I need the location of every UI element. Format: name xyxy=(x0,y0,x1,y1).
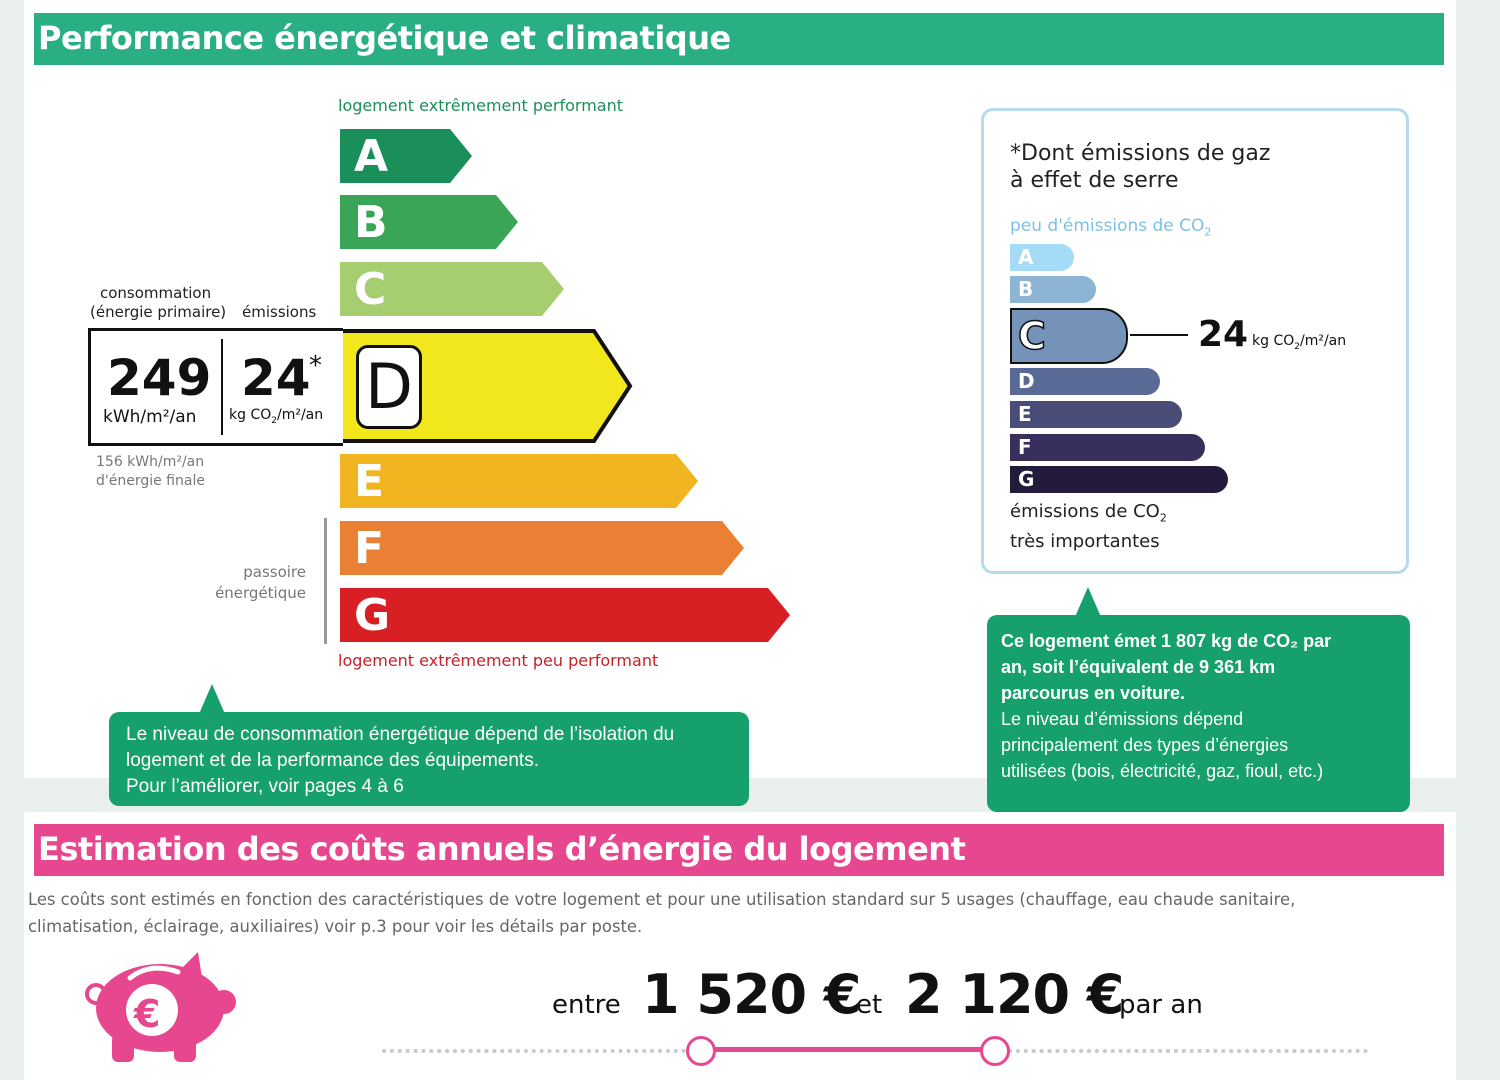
energy-tooltip-line: Pour l’améliorer, voir pages 4 à 6 xyxy=(126,776,404,797)
energy-class-letter: D xyxy=(356,345,422,429)
bottom-performance-label: logement extrêmement peu performant xyxy=(338,651,659,670)
ges-class-b: B xyxy=(1010,276,1096,303)
energy-class-letter: E xyxy=(354,456,385,507)
energy-tooltip-line: logement et de la performance des équipe… xyxy=(126,750,539,771)
emissions-value: 24 xyxy=(241,349,311,407)
cost-range-max-marker xyxy=(980,1036,1010,1066)
ges-class-c: C xyxy=(1010,308,1128,364)
energy-class-letter: A xyxy=(354,131,389,182)
energy-tooltip-text: Le niveau de consommation énergétique dé… xyxy=(126,722,674,800)
cost-section-header: Estimation des coûts annuels d’énergie d… xyxy=(34,824,1444,876)
ges-tooltip-bold-line: parcourus en voiture. xyxy=(1001,683,1186,703)
ges-title-line1: *Dont émissions de gaz xyxy=(1010,141,1271,166)
consumption-emissions-box: 249 kWh/m²/an 24 * kg CO2/m²/an xyxy=(88,328,343,446)
consumption-header-line2: (énergie primaire) xyxy=(90,303,227,321)
cost-range-dotted-right xyxy=(1008,1049,1368,1053)
ges-class-letter: A xyxy=(1018,245,1034,269)
energy-section-title: Performance énergétique et climatique xyxy=(38,19,731,57)
cost-description-line1: Les coûts sont estimés en fonction des c… xyxy=(28,890,1296,909)
energy-class-d: D xyxy=(338,329,634,443)
energy-class-c: C xyxy=(338,260,568,318)
energy-class-letter: G xyxy=(354,590,391,641)
energy-class-letter: B xyxy=(354,197,388,248)
consumption-value: 249 xyxy=(107,349,212,407)
cost-word-et: et xyxy=(856,990,883,1020)
final-energy-value: 156 kWh/m²/an xyxy=(96,454,205,470)
ges-bottom-line2: très importantes xyxy=(1010,530,1160,552)
ges-tooltip-text: Ce logement émet 1 807 kg de CO₂ par an,… xyxy=(1001,628,1331,784)
piggy-euro-symbol: € xyxy=(134,992,161,1036)
cost-word-entre: entre xyxy=(552,990,621,1020)
ges-tooltip-bold-line: Ce logement émet 1 807 kg de CO₂ par xyxy=(1001,631,1332,651)
energy-class-f: F xyxy=(338,519,748,577)
emissions-unit: kg CO2/m²/an xyxy=(229,407,324,426)
ges-unit: kg CO2/m²/an xyxy=(1252,333,1347,352)
energy-tooltip: Le niveau de consommation énergétique dé… xyxy=(109,684,749,806)
consumption-unit: kWh/m²/an xyxy=(103,407,197,427)
ges-title-line2: à effet de serre xyxy=(1010,168,1179,193)
cost-description-line2: climatisation, éclairage, auxiliaires) v… xyxy=(28,917,643,936)
ges-class-letter: D xyxy=(1018,369,1035,393)
passoire-bracket xyxy=(324,518,327,644)
ges-class-g: G xyxy=(1010,466,1228,493)
ges-class-d: D xyxy=(1010,368,1160,395)
consumption-header-line1: consommation xyxy=(100,284,212,302)
ges-top-label: peu d'émissions de CO2 xyxy=(1010,216,1212,239)
ges-title: *Dont émissions de gaz à effet de serre xyxy=(1010,140,1270,194)
ges-tooltip-line: principalement des types d’énergies xyxy=(1001,735,1289,755)
passoire-line2: énergétique xyxy=(215,584,306,602)
ges-pointer-line xyxy=(1130,334,1188,336)
energy-class-b: B xyxy=(338,193,522,251)
ges-tooltip-arrow xyxy=(1075,587,1101,617)
ges-tooltip-line: Le niveau d’émissions dépend xyxy=(1001,709,1244,729)
min-cost-value: 1 520 € xyxy=(642,963,861,1026)
energy-class-a: A xyxy=(338,127,476,185)
emissions-header: émissions xyxy=(242,303,317,321)
ges-tooltip: Ce logement émet 1 807 kg de CO₂ par an,… xyxy=(987,587,1410,812)
ges-class-a: A xyxy=(1010,244,1074,271)
ges-class-f: F xyxy=(1010,434,1205,461)
energy-class-g: G xyxy=(338,586,794,644)
ges-tooltip-line: utilisées (bois, électricité, gaz, fioul… xyxy=(1001,761,1324,781)
ges-class-letter: G xyxy=(1018,467,1035,491)
ges-class-e: E xyxy=(1010,401,1182,428)
energy-tooltip-line: Le niveau de consommation énergétique dé… xyxy=(126,724,675,745)
ges-class-letter: F xyxy=(1018,435,1032,459)
passoire-label: passoire énergétique xyxy=(212,562,306,604)
final-energy-note: 156 kWh/m²/an d'énergie finale xyxy=(96,453,205,491)
consumption-header: consommation xyxy=(100,284,212,303)
ges-bottom-line1: émissions de CO2 xyxy=(1010,501,1167,525)
ges-class-letter: C xyxy=(1017,313,1046,359)
emissions-asterisk: * xyxy=(309,351,322,381)
ges-class-letter: B xyxy=(1018,277,1034,301)
cost-section-title: Estimation des coûts annuels d’énergie d… xyxy=(38,830,966,868)
cost-range-min-marker xyxy=(686,1036,716,1066)
final-energy-label: d'énergie finale xyxy=(96,473,205,489)
cost-range-bar xyxy=(700,1047,994,1052)
energy-class-letter: F xyxy=(354,523,385,574)
passoire-line1: passoire xyxy=(243,563,306,581)
energy-class-e: E xyxy=(338,452,702,510)
energy-class-letter: C xyxy=(354,264,387,315)
ges-bottom-label: émissions de CO2 très importantes xyxy=(1010,500,1167,553)
cost-range-dotted-left xyxy=(382,1049,686,1053)
box-separator xyxy=(221,339,223,435)
energy-tooltip-arrow xyxy=(199,684,225,714)
ges-tooltip-bold-line: an, soit l’équivalent de 9 361 km xyxy=(1001,657,1276,677)
max-cost-value: 2 120 € xyxy=(905,963,1124,1026)
piggy-bank-icon xyxy=(85,952,236,1062)
top-performance-label: logement extrêmement performant xyxy=(338,96,623,115)
energy-section-header: Performance énergétique et climatique xyxy=(34,13,1444,65)
cost-description: Les coûts sont estimés en fonction des c… xyxy=(28,886,1452,940)
ges-class-letter: E xyxy=(1018,402,1032,426)
cost-word-par-an: par an xyxy=(1119,990,1203,1020)
ges-value: 24 xyxy=(1198,314,1249,355)
